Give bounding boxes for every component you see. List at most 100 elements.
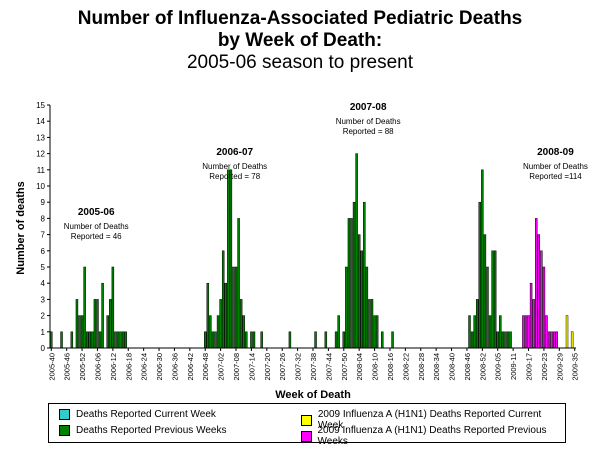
bar [252,331,256,349]
bar [483,234,487,349]
bar [352,201,356,349]
bar [529,282,533,349]
x-tick-label: 2008-16 [386,353,395,381]
x-tick-label: 2008-46 [463,353,472,381]
legend-item-h1n1-previous-weeks: 2009 Influenza A (H1N1) Deaths Reported … [301,425,565,447]
x-tick-label: 2008-22 [401,353,410,381]
bar [114,331,117,349]
bar [209,315,212,349]
title-line-3: 2005-06 season to present [186,52,414,73]
bar [357,234,361,349]
bar [473,315,476,349]
bar [552,331,556,349]
x-axis-label: Week of Death [275,389,351,401]
season-count-label: Number of Deaths [202,162,267,171]
y-tick-label: 8 [41,214,46,223]
bar [93,299,97,349]
bar [499,315,502,349]
bar [219,299,222,349]
bar [355,153,358,349]
x-tick-label: 2007-50 [340,353,349,381]
bar [109,299,112,349]
season-count-value: Reported = 88 [343,127,394,136]
bar [98,331,102,349]
x-tick-label: 2008-34 [432,353,441,381]
y-axis-label: Number of deaths [15,181,27,275]
bar [234,266,238,349]
bar [381,331,384,349]
bar [342,331,346,349]
bar [224,282,227,349]
x-tick-label: 2009-35 [571,353,580,381]
bar [78,315,81,349]
x-tick-label: 2009-05 [494,353,503,381]
bar [365,266,369,349]
bar [542,266,546,349]
x-tick-label: 2007-26 [278,353,287,381]
y-tick-label: 13 [36,133,45,142]
bar [121,331,125,349]
y-tick-label: 10 [36,182,45,191]
season-count-label: Number of Deaths [64,222,129,231]
bar [350,218,353,349]
bar [50,331,53,349]
bar [70,331,74,349]
bar [375,315,379,349]
x-tick-label: 2005-52 [78,353,87,381]
bar [501,331,505,349]
y-tick-label: 5 [41,263,46,272]
bar [96,299,99,349]
x-tick-label: 2007-38 [309,353,318,381]
legend-swatch-current-week [59,409,70,420]
x-tick-label: 2006-48 [201,353,210,381]
bar [504,331,507,349]
bar [347,218,351,349]
bar [85,331,89,349]
x-tick-label: 2008-10 [371,353,380,381]
season-count-value: Reported = 46 [71,232,122,241]
bar [214,331,217,349]
bar [245,331,248,349]
bar [565,315,569,349]
x-tick-label: 2008-40 [448,353,457,381]
bar [373,315,376,349]
x-tick-label: 2007-32 [294,353,303,381]
legend: Deaths Reported Current Week Deaths Repo… [48,403,566,447]
bar [229,169,233,349]
bar [337,315,340,349]
bar [370,299,374,349]
x-tick-label: 2009-23 [540,353,549,381]
legend-label: 2009 Influenza A (H1N1) Deaths Reported … [317,409,542,431]
x-tick-label: 2007-02 [217,353,226,381]
y-tick-label: 12 [36,150,45,159]
x-tick-label: 2008-28 [417,353,426,381]
bar [534,218,538,349]
x-tick-label: 2007-20 [263,353,272,381]
bar [537,234,541,349]
bar [550,331,553,349]
bar [363,201,366,349]
bar [204,331,207,349]
bar [496,331,499,349]
bar [491,250,494,349]
bar [83,266,86,349]
legend-swatch-previous-weeks [59,425,70,436]
legend-label: Deaths Reported Current Week [76,409,216,420]
bar [211,331,215,349]
bar [101,282,104,349]
season-count-value: Reported = 78 [209,172,260,181]
legend-swatch-h1n1-current-week [301,414,312,426]
bar [221,250,225,349]
bar [360,250,363,349]
bar [237,218,240,349]
bar [486,266,489,349]
y-tick-label: 15 [36,101,45,110]
x-tick-label: 2005-46 [63,353,72,381]
bar [506,331,510,349]
bar [345,266,348,349]
bar [242,315,245,349]
bar [75,299,79,349]
bar [80,315,84,349]
y-tick-label: 3 [41,295,46,304]
bar [88,331,92,349]
